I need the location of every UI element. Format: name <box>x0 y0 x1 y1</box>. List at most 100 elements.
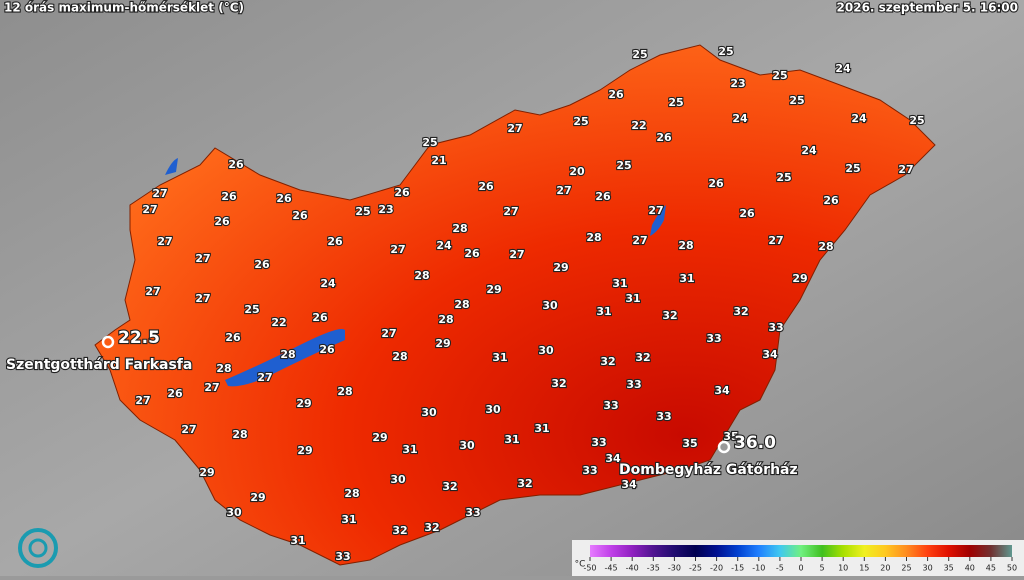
temperature-label: 25 <box>776 171 791 184</box>
temperature-label: 27 <box>142 203 157 216</box>
temperature-label: 27 <box>204 381 219 394</box>
temperature-label: 22 <box>271 316 286 329</box>
temperature-label: 35 <box>682 437 697 450</box>
temperature-label: 27 <box>556 184 571 197</box>
temperature-label: 31 <box>625 292 640 305</box>
temperature-label: 31 <box>596 305 611 318</box>
temperature-label: 25 <box>772 69 787 82</box>
temperature-label: 33 <box>656 410 671 423</box>
temperature-label: 28 <box>438 313 453 326</box>
colorbar-label: 25 <box>901 564 911 573</box>
temperature-label: 26 <box>319 343 335 356</box>
temperature-label: 33 <box>706 332 721 345</box>
colorbar-label: -10 <box>752 564 765 573</box>
temperature-label: 32 <box>662 309 677 322</box>
temperature-label: 26 <box>739 207 755 220</box>
temperature-label: 32 <box>517 477 532 490</box>
temperature-label: 30 <box>538 344 554 357</box>
temperature-label: 33 <box>465 506 480 519</box>
temperature-label: 35 <box>723 430 738 443</box>
temperature-label: 33 <box>768 321 783 334</box>
colorbar-label: -50 <box>583 564 596 573</box>
temperature-label: 32 <box>424 521 439 534</box>
colorbar-label: 35 <box>944 564 954 573</box>
lake-ferto <box>165 158 178 175</box>
temperature-label: 29 <box>792 272 807 285</box>
colorbar-label: -20 <box>710 564 723 573</box>
temperature-label: 27 <box>390 243 405 256</box>
temperature-label: 33 <box>626 378 641 391</box>
temperature-label: 34 <box>714 384 730 397</box>
temperature-label: 29 <box>486 283 501 296</box>
temperature-label: 27 <box>507 122 522 135</box>
temperature-label: 26 <box>464 247 480 260</box>
temperature-label: 28 <box>586 231 601 244</box>
temperature-label: 27 <box>648 204 663 217</box>
colorbar-label: -25 <box>689 564 702 573</box>
colorbar-label: 10 <box>838 564 848 573</box>
temperature-label: 29 <box>296 397 311 410</box>
colorbar-label: -45 <box>605 564 618 573</box>
temperature-label: 24 <box>851 112 867 125</box>
temperature-label: 24 <box>732 112 748 125</box>
temperature-label: 26 <box>656 131 672 144</box>
temperature-label: 26 <box>608 88 624 101</box>
colorbar-label: 20 <box>880 564 890 573</box>
temperature-label: 28 <box>337 385 352 398</box>
temperature-label: 28 <box>678 239 693 252</box>
temperature-label: 23 <box>730 77 745 90</box>
temperature-label: 22 <box>631 119 646 132</box>
temperature-label: 26 <box>823 194 839 207</box>
temperature-label: 31 <box>341 513 356 526</box>
temperature-label: 29 <box>553 261 568 274</box>
colorbar-label: -5 <box>776 564 784 573</box>
temperature-label: 31 <box>290 534 305 547</box>
temperature-label: 27 <box>135 394 150 407</box>
temperature-label: 27 <box>768 234 783 247</box>
colorbar-label: 45 <box>986 564 996 573</box>
temperature-label: 32 <box>635 351 650 364</box>
temperature-label: 28 <box>818 240 833 253</box>
station-name: Dombegyház Gátőrház <box>619 462 798 478</box>
temperature-label: 31 <box>492 351 507 364</box>
temperature-label: 28 <box>392 350 407 363</box>
temperature-label: 33 <box>603 399 618 412</box>
colorbar-label: 15 <box>859 564 869 573</box>
colorbar-unit: °C <box>575 560 586 570</box>
temperature-label: 29 <box>372 431 387 444</box>
station-value: 22.5 <box>118 328 160 348</box>
station-value: 36.0 <box>734 433 776 453</box>
temperature-label: 26 <box>225 331 241 344</box>
temperature-label: 26 <box>292 209 308 222</box>
temperature-label: 33 <box>335 550 350 563</box>
temperature-label: 27 <box>898 163 913 176</box>
temperature-label: 30 <box>421 406 437 419</box>
temperature-label: 31 <box>504 433 519 446</box>
temperature-label: 27 <box>503 205 518 218</box>
temperature-label: 26 <box>327 235 343 248</box>
temperature-label: 32 <box>600 355 615 368</box>
temperature-label: 30 <box>542 299 558 312</box>
temperature-label: 27 <box>181 423 196 436</box>
temperature-label: 28 <box>232 428 247 441</box>
temperature-label: 26 <box>221 190 237 203</box>
temperature-label: 32 <box>733 305 748 318</box>
temperature-label: 34 <box>762 348 778 361</box>
temperature-label: 20 <box>569 165 585 178</box>
temperature-label: 27 <box>381 327 396 340</box>
temperature-label: 30 <box>390 473 406 486</box>
temperature-label: 25 <box>616 159 631 172</box>
temperature-label: 29 <box>250 491 265 504</box>
temperature-label: 26 <box>595 190 611 203</box>
temperature-label: 27 <box>152 187 167 200</box>
temperature-label: 25 <box>422 136 437 149</box>
country <box>94 44 936 566</box>
station-marker <box>717 440 731 454</box>
temperature-label: 25 <box>244 303 259 316</box>
temperature-label: 27 <box>632 234 647 247</box>
temperature-label: 30 <box>459 439 475 452</box>
temperature-label: 34 <box>621 478 637 491</box>
temperature-label: 28 <box>216 362 231 375</box>
temperature-label: 25 <box>355 205 370 218</box>
